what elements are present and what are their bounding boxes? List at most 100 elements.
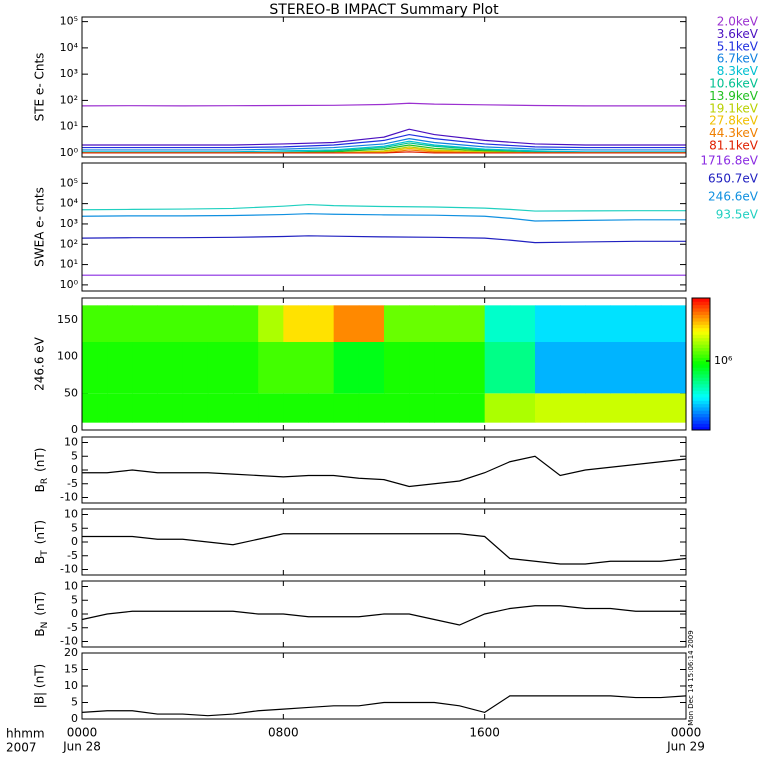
colorbar-step	[692, 380, 710, 385]
colorbar-step	[692, 400, 710, 405]
y-tick-label: -5	[67, 621, 78, 634]
y-tick-label: 20	[64, 646, 78, 659]
heatmap-cell	[358, 342, 385, 394]
colorbar-step	[692, 410, 710, 414]
legend-entry: 10.6keV	[709, 77, 759, 91]
legend-entry: 650.7eV	[708, 172, 759, 186]
legend-entry: 1716.8eV	[700, 154, 758, 168]
legend-entry: 6.7keV	[717, 52, 759, 66]
y-tick-label: 0	[71, 423, 78, 436]
heatmap-cell	[132, 305, 158, 342]
heatmap-cell	[535, 393, 561, 423]
y-axis-label: BR (nT)	[33, 448, 50, 493]
x-tick-label: 0000	[67, 726, 98, 740]
heatmap-cell	[660, 342, 687, 394]
colorbar-step	[692, 403, 710, 408]
y-tick-label: -5	[67, 549, 78, 562]
y-tick-label: 15	[64, 663, 78, 676]
colorbar-step	[692, 413, 710, 418]
series-line	[82, 133, 686, 149]
heatmap-cell	[484, 393, 511, 423]
y-tick-label: 150	[57, 313, 78, 326]
legend-entry: 27.8keV	[709, 114, 759, 128]
legend-entry: 8.3keV	[717, 64, 759, 78]
colorbar-step	[692, 423, 710, 428]
heatmap-cell	[107, 393, 133, 423]
chart-title: STEREO-B IMPACT Summary Plot	[269, 2, 499, 18]
heatmap-cell	[182, 342, 209, 394]
colorbar-step	[692, 298, 710, 302]
heatmap-cell	[182, 393, 209, 423]
colorbar-step	[692, 420, 710, 424]
y-tick-label: -10	[60, 635, 78, 648]
y-tick-label: 10⁵	[60, 176, 78, 189]
heatmap-cell	[258, 305, 284, 342]
y-tick-label: 5	[71, 593, 78, 606]
colorbar-step	[692, 331, 710, 335]
heatmap-cell	[509, 393, 536, 423]
series-line	[82, 203, 686, 212]
heatmap-cell	[233, 393, 259, 423]
colorbar-step	[692, 397, 710, 401]
heatmap-cell	[585, 393, 611, 423]
heatmap-cell	[283, 393, 309, 423]
y-tick-label: 0	[71, 607, 78, 620]
heatmap-cell	[459, 393, 486, 423]
heatmap-cell	[157, 393, 184, 423]
colorbar-step	[692, 307, 710, 312]
legend-entry: 13.9keV	[709, 89, 759, 103]
series-line	[82, 455, 686, 488]
heatmap-cell	[409, 342, 435, 394]
colorbar-step	[692, 383, 710, 388]
legend-entry: 19.1keV	[709, 101, 759, 115]
y-axis-label-main: B	[33, 484, 47, 492]
heatmap-cell	[585, 342, 611, 394]
y-tick-label: 10⁵	[60, 15, 78, 28]
heatmap-cell	[535, 342, 561, 394]
y-tick-label: 50	[64, 386, 78, 399]
colorbar-step	[692, 393, 710, 398]
heatmap-cell	[107, 305, 133, 342]
colorbar-step	[692, 340, 710, 345]
legend-entry: 2.0keV	[717, 15, 759, 29]
heatmap-cell	[82, 305, 108, 342]
panel-frame	[81, 16, 687, 158]
colorbar-step	[692, 354, 710, 358]
heatmap-cell	[182, 305, 209, 342]
series-line	[82, 533, 686, 565]
y-tick-label: 0	[71, 463, 78, 476]
colorbar-step	[692, 370, 710, 375]
y-tick-label: 10⁰	[60, 278, 79, 291]
colorbar-step	[692, 426, 710, 431]
y-tick-label: 10⁴	[60, 197, 79, 210]
x-axis-label: 2007	[6, 741, 37, 755]
x-date-label: Jun 28	[62, 740, 101, 754]
colorbar-step	[692, 311, 710, 315]
heatmap-cell	[258, 393, 284, 423]
y-axis-label: BN (nT)	[33, 591, 50, 636]
y-axis-label-main: B	[33, 628, 47, 636]
y-tick-label: 10¹	[60, 258, 78, 271]
y-axis-label-sub: T	[40, 550, 50, 557]
panel-frame	[81, 508, 687, 576]
heatmap-cell	[560, 393, 586, 423]
heatmap-cell	[207, 393, 234, 423]
y-axis-label: 246.6 eV	[33, 336, 47, 391]
heatmap-cell	[610, 305, 637, 342]
colorbar-step	[692, 301, 710, 306]
y-axis-label: |B| (nT)	[33, 664, 47, 708]
colorbar-step	[692, 360, 710, 365]
legend-entry: 81.1keV	[709, 139, 759, 153]
heatmap-cell	[635, 393, 662, 423]
panel-frame	[81, 297, 687, 431]
series-line	[82, 605, 686, 626]
panel-frame	[81, 652, 687, 720]
panel-frame	[81, 580, 687, 648]
colorbar-step	[692, 317, 710, 322]
colorbar-step	[692, 314, 710, 319]
heatmap-cell	[434, 393, 460, 423]
y-tick-label: 5	[71, 449, 78, 462]
colorbar-step	[692, 357, 710, 362]
colorbar-step	[692, 377, 710, 381]
